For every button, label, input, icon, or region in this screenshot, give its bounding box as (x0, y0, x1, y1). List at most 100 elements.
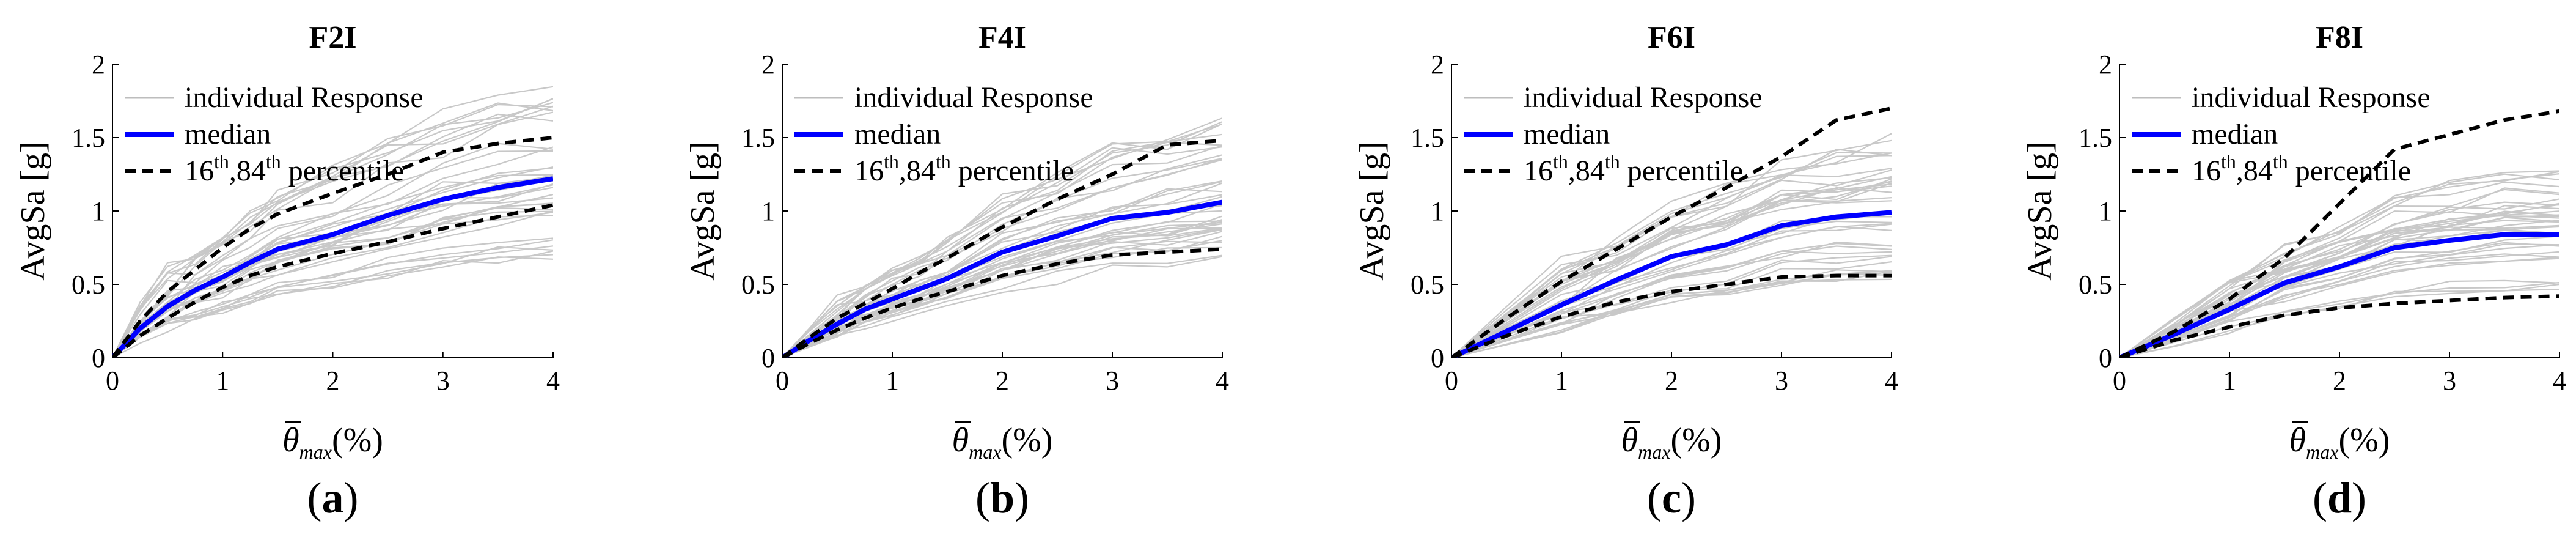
individual-response-line (2119, 289, 2559, 358)
individual-response-line (112, 207, 553, 358)
y-tick-label: 2 (2099, 50, 2112, 80)
x-axis-label-subscript: max (2306, 441, 2338, 463)
legend-percentile-label: 16th,84th percentile (2192, 150, 2411, 187)
individual-response-line (1451, 133, 1892, 358)
legend-individual-label: individual Response (1524, 81, 1763, 114)
panel-title: F6I (1648, 20, 1695, 55)
x-tick-label: 1 (886, 366, 899, 396)
x-tick-label: 1 (1555, 366, 1568, 396)
individual-response-line (782, 203, 1222, 358)
individual-response-line (782, 215, 1222, 358)
percentile-84-line (782, 138, 1222, 358)
x-axis-label: θmax(%) (2289, 421, 2390, 463)
individual-response-line (1451, 199, 1892, 358)
y-tick-label: 0.5 (741, 270, 775, 300)
x-axis-label-subscript: max (299, 441, 332, 463)
legend-percentile-part: 16 (854, 155, 884, 187)
x-tick-label: 1 (2223, 366, 2236, 396)
legend-percentile-part: 16 (2192, 155, 2221, 187)
individual-response-line (2119, 251, 2559, 358)
x-axis-label: θmax(%) (952, 421, 1053, 463)
individual-response-line (1451, 272, 1892, 358)
individual-response-line (2119, 181, 2559, 358)
x-tick-label: 4 (1216, 366, 1229, 396)
x-axis-label-unit: (%) (2338, 421, 2390, 459)
y-tick-label: 2 (1431, 50, 1444, 80)
legend-median-label: median (1524, 118, 1610, 150)
panel-caption-part: ( (1647, 473, 1662, 522)
y-tick-label: 0 (1431, 343, 1444, 373)
x-axis-label: θmax(%) (282, 421, 383, 463)
individual-response-line (112, 212, 553, 358)
individual-response-line (782, 240, 1222, 358)
y-tick-label: 1 (92, 196, 105, 226)
x-tick-label: 4 (1885, 366, 1898, 396)
y-tick-label: 1.5 (1411, 123, 1444, 153)
legend-percentile-part: percentile (2288, 155, 2411, 187)
individual-response-line (112, 179, 553, 358)
individual-response-line (112, 256, 553, 358)
legend-median-label: median (854, 118, 941, 150)
y-tick-label: 0 (92, 343, 105, 373)
panel-caption-letter: c (1662, 473, 1681, 522)
individual-responses (112, 86, 553, 358)
panel-caption-part: ( (307, 473, 322, 522)
legend-percentile-part: percentile (951, 155, 1074, 187)
y-tick-label: 0.5 (1411, 270, 1444, 300)
panel-caption-part: ) (1015, 473, 1029, 522)
percentile-84-line (1451, 106, 1892, 358)
y-tick-label: 2 (761, 50, 775, 80)
individual-response-line (1451, 169, 1892, 358)
percentile-16-line (1451, 273, 1892, 358)
median-line (1451, 210, 1892, 358)
percentile-84-line (112, 136, 553, 358)
y-axis-label: AvgSa [g] (1353, 141, 1391, 281)
x-tick-label: 3 (2443, 366, 2456, 396)
x-tick-label: 0 (1445, 366, 1458, 396)
y-tick-label: 0.5 (72, 270, 105, 300)
x-axis-label-subscript: max (1638, 441, 1670, 463)
individual-response-line (782, 141, 1222, 358)
panel-caption-letter: b (990, 473, 1015, 522)
y-axis-label: AvgSa [g] (2021, 141, 2059, 281)
legend-percentile-part: percentile (1620, 155, 1743, 187)
y-tick-label: 2 (92, 50, 105, 80)
y-tick-label: 1 (1431, 196, 1444, 226)
panel-caption: (a) (307, 473, 359, 522)
individual-response-line (1451, 152, 1892, 358)
x-axis-label-symbol: θ (1621, 421, 1638, 459)
individual-response-line (112, 103, 553, 358)
individual-response-line (2119, 242, 2559, 358)
individual-response-line (2119, 210, 2559, 358)
panel-caption-part: ( (2313, 473, 2327, 522)
median-line (2119, 232, 2559, 358)
legend-percentile-part: 16 (185, 155, 214, 187)
x-tick-label: 4 (546, 366, 560, 396)
individual-response-line (782, 256, 1222, 358)
y-tick-label: 1.5 (2079, 123, 2112, 153)
x-tick-label: 0 (776, 366, 789, 396)
percentile-16-line (2119, 294, 2559, 358)
legend-percentile-part: ,84 (229, 155, 266, 187)
individual-response-line (112, 102, 553, 358)
legend-percentile-sup: th (2273, 150, 2288, 172)
panel-f2i: 0 1 2 3 4 0 0.5 1 1.5 2 F2I individual Response medi… (14, 20, 560, 522)
legend-percentile-sup: th (884, 150, 899, 172)
individual-response-line (782, 157, 1222, 358)
x-axis-label-symbol: θ (952, 421, 969, 459)
x-axis-label-unit: (%) (1670, 421, 1722, 459)
x-tick-label: 2 (996, 366, 1009, 396)
median-line (112, 176, 553, 358)
x-axis-label-subscript: max (969, 441, 1001, 463)
median-line (782, 199, 1222, 358)
percentile-16-line (112, 203, 553, 358)
legend-percentile-sup: th (2221, 150, 2236, 172)
x-tick-label: 2 (1665, 366, 1678, 396)
individual-response-line (1451, 241, 1892, 358)
panel-f8i: 0 1 2 3 4 0 0.5 1 1.5 2 F8I individual Response medi… (2021, 20, 2566, 522)
x-axis-label: θmax(%) (1621, 421, 1722, 463)
panel-caption-part: ) (2352, 473, 2366, 522)
legend-percentile-part: 16 (1524, 155, 1553, 187)
y-axis-label: AvgSa [g] (14, 141, 52, 281)
x-tick-label: 3 (436, 366, 450, 396)
